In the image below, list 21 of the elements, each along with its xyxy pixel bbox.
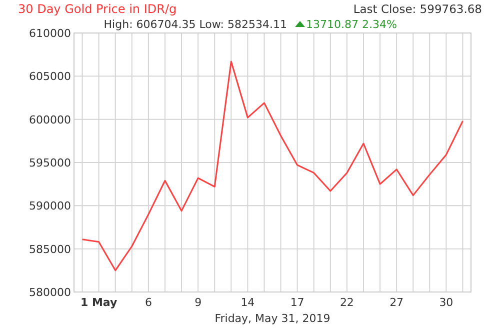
y-tick-label: 610000	[29, 27, 71, 40]
x-tick-label: 17	[290, 296, 304, 309]
y-tick-label: 600000	[29, 113, 71, 126]
x-axis-title: Friday, May 31, 2019	[214, 312, 330, 325]
x-tick-label: 6	[144, 296, 152, 309]
x-tick-label: 27	[390, 296, 404, 309]
y-tick-label: 580000	[29, 286, 71, 299]
x-tick-label: 14	[240, 296, 255, 309]
chart-title: 30 Day Gold Price in IDR/g	[18, 2, 177, 16]
x-tick-label: 9	[194, 296, 202, 309]
y-tick-label: 605000	[29, 70, 71, 84]
x-tick-label: 30	[439, 296, 454, 309]
y-tick-label: 585000	[29, 242, 71, 256]
text: High: 606704.35 Low: 582534.11	[104, 18, 287, 31]
text: 13710.87 2.34%	[306, 18, 397, 31]
line-series	[82, 60, 464, 272]
text: Last Close: 599763.68	[353, 2, 482, 16]
y-tick-label: 590000	[29, 200, 71, 213]
x-tick-label: 22	[340, 296, 354, 309]
x-tick-label: 1 May	[80, 296, 118, 309]
y-tick-label: 595000	[29, 156, 71, 170]
